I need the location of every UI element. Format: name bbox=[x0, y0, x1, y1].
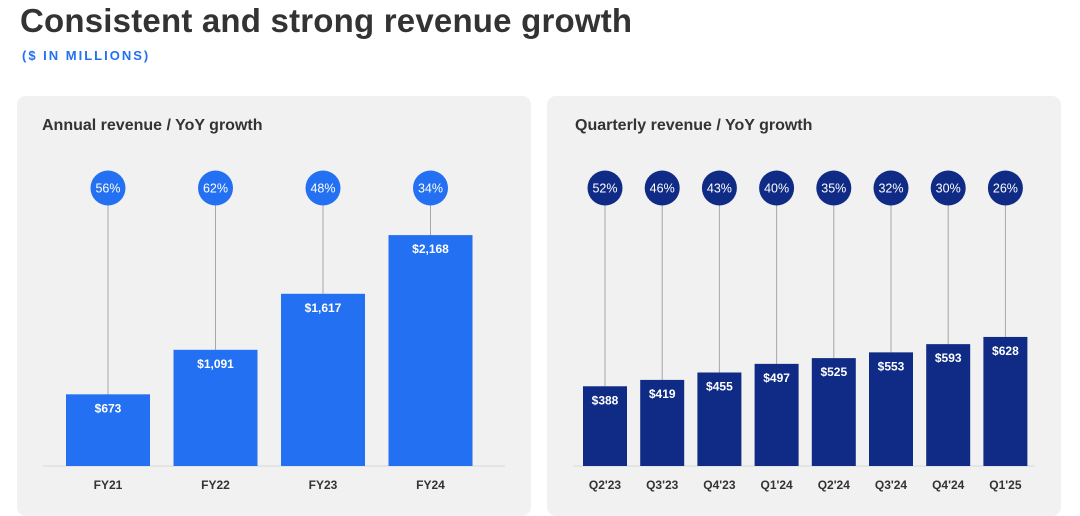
bar-value-label: $525 bbox=[820, 365, 847, 379]
revenue-bar bbox=[811, 358, 856, 466]
growth-label: 46% bbox=[650, 182, 675, 196]
annual-revenue-panel: Annual revenue / YoY growth $673 56% FY21 $… bbox=[17, 96, 531, 516]
growth-bubble bbox=[198, 170, 233, 206]
growth-bubble bbox=[413, 170, 448, 206]
page-subtitle: ($ IN MILLIONS) bbox=[22, 48, 151, 63]
revenue-bar bbox=[640, 379, 685, 466]
category-tick-label: Q2'24 bbox=[818, 478, 851, 492]
category-tick-label: FY24 bbox=[416, 478, 445, 492]
category-tick-label: Q1'25 bbox=[989, 478, 1022, 492]
growth-label: 62% bbox=[203, 182, 228, 196]
revenue-bar bbox=[926, 344, 971, 466]
revenue-bar bbox=[869, 352, 913, 466]
bar-value-label: $1,617 bbox=[305, 301, 342, 315]
category-tick-label: FY23 bbox=[309, 478, 338, 492]
bar-value-label: $553 bbox=[878, 359, 905, 373]
category-tick-label: Q1'24 bbox=[760, 478, 793, 492]
bar-value-label: $497 bbox=[763, 371, 790, 385]
revenue-bar bbox=[754, 363, 799, 466]
growth-label: 32% bbox=[878, 182, 903, 196]
page-title: Consistent and strong revenue growth bbox=[20, 2, 633, 39]
revenue-bar bbox=[66, 394, 150, 466]
growth-label: 52% bbox=[592, 182, 617, 196]
growth-label: 43% bbox=[707, 182, 732, 196]
growth-label: 30% bbox=[936, 182, 961, 196]
revenue-bar bbox=[281, 293, 365, 466]
growth-bubble bbox=[873, 170, 909, 206]
category-tick-label: Q4'23 bbox=[703, 478, 736, 492]
revenue-bar bbox=[697, 372, 742, 466]
growth-label: 48% bbox=[310, 182, 335, 196]
revenue-bar bbox=[583, 386, 627, 466]
category-tick-label: Q2'23 bbox=[589, 478, 622, 492]
bar-value-label: $628 bbox=[992, 344, 1019, 358]
growth-bubble bbox=[701, 170, 737, 206]
growth-label: 40% bbox=[764, 182, 789, 196]
bar-value-label: $419 bbox=[649, 387, 676, 401]
bar-value-label: $455 bbox=[706, 379, 733, 393]
category-tick-label: FY21 bbox=[94, 478, 123, 492]
growth-label: 56% bbox=[95, 182, 120, 196]
growth-bubble bbox=[759, 170, 795, 206]
growth-label: 34% bbox=[418, 182, 443, 196]
growth-bubble bbox=[305, 170, 341, 206]
growth-label: 26% bbox=[993, 182, 1018, 196]
growth-bubble bbox=[930, 170, 966, 206]
revenue-bar bbox=[173, 349, 258, 466]
growth-bubble bbox=[644, 170, 680, 206]
category-tick-label: Q4'24 bbox=[932, 478, 965, 492]
quarterly-chart-title: Quarterly revenue / YoY growth bbox=[575, 117, 813, 134]
annual-revenue-chart: $673 56% FY21 $1,091 62% FY22 $1,617 48% FY23 $2,… bbox=[43, 170, 505, 492]
revenue-bar bbox=[983, 336, 1028, 466]
quarterly-revenue-panel: Quarterly revenue / YoY growth $388 52% Q2… bbox=[547, 96, 1061, 516]
bar-value-label: $2,168 bbox=[412, 242, 449, 256]
growth-label: 35% bbox=[821, 182, 846, 196]
revenue-bar bbox=[388, 235, 473, 466]
bar-value-label: $593 bbox=[935, 351, 962, 365]
growth-bubble bbox=[816, 170, 852, 206]
bar-value-label: $388 bbox=[592, 393, 619, 407]
growth-bubble bbox=[90, 170, 126, 206]
growth-bubble bbox=[987, 170, 1023, 206]
quarterly-revenue-chart: $388 52% Q2'23 $419 46% Q3'23 $455 43% Q4'23 $497… bbox=[573, 170, 1035, 492]
bar-value-label: $673 bbox=[95, 401, 122, 415]
category-tick-label: Q3'24 bbox=[875, 478, 908, 492]
growth-bubble bbox=[587, 170, 623, 206]
category-tick-label: Q3'23 bbox=[646, 478, 679, 492]
bar-value-label: $1,091 bbox=[197, 357, 234, 371]
annual-chart-title: Annual revenue / YoY growth bbox=[42, 117, 263, 134]
category-tick-label: FY22 bbox=[201, 478, 230, 492]
